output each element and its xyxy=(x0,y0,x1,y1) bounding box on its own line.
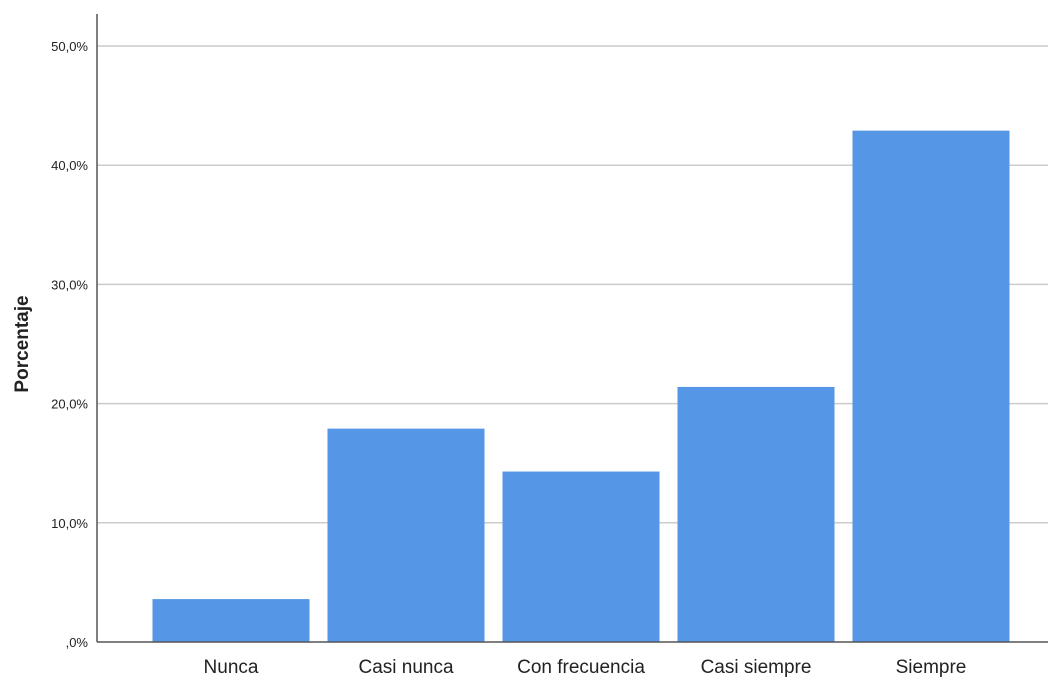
x-category-label: Casi nunca xyxy=(358,657,453,678)
bar xyxy=(677,386,835,642)
x-category-label: Con frecuencia xyxy=(517,657,645,678)
x-category-label: Siempre xyxy=(896,657,967,678)
y-tick-labels: ,0% 10,0% 20,0% 30,0% 40,0% 50,0% xyxy=(51,39,88,650)
y-axis-title: Porcentaje xyxy=(12,295,33,392)
bar xyxy=(327,428,485,642)
bar xyxy=(502,471,660,642)
x-category-labels: Nunca Casi nunca Con frecuencia Casi siempr… xyxy=(204,657,967,678)
y-tick-label: 40,0% xyxy=(51,158,88,173)
bars xyxy=(152,130,1010,642)
y-tick-label: 20,0% xyxy=(51,397,88,412)
y-tick-label: 50,0% xyxy=(51,39,88,54)
y-tick-label: 10,0% xyxy=(51,516,88,531)
bar xyxy=(852,130,1010,642)
x-category-label: Nunca xyxy=(204,657,259,678)
y-tick-label: ,0% xyxy=(66,635,89,650)
y-tick-label: 30,0% xyxy=(51,277,88,292)
bar xyxy=(152,599,310,642)
x-category-label: Casi siempre xyxy=(701,657,812,678)
